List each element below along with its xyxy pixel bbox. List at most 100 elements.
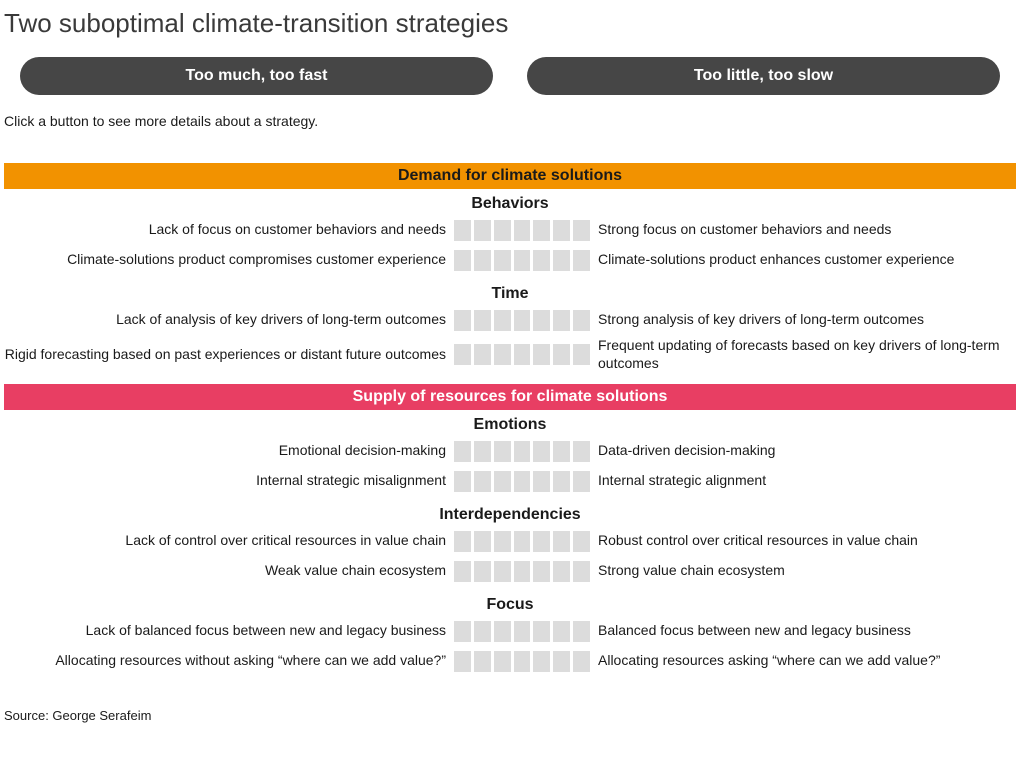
- scale-cell: [474, 651, 491, 672]
- section-bar-supply: Supply of resources for climate solution…: [4, 384, 1016, 410]
- scale-cell: [454, 471, 471, 492]
- scale-cell: [514, 250, 531, 271]
- scale-cell: [494, 250, 511, 271]
- group-block: EmotionsEmotional decision-makingData-dr…: [4, 416, 1016, 494]
- left-label: Internal strategic misalignment: [4, 472, 454, 490]
- scale-cell: [454, 220, 471, 241]
- right-label: Climate-solutions product enhances custo…: [590, 251, 1016, 269]
- left-label: Allocating resources without asking “whe…: [4, 652, 454, 670]
- scale-cell: [533, 471, 550, 492]
- section-bar-demand: Demand for climate solutions: [4, 163, 1016, 189]
- group-heading: Time: [4, 285, 1016, 303]
- scale: [454, 310, 590, 331]
- scale-cell: [454, 561, 471, 582]
- group-heading: Focus: [4, 596, 1016, 614]
- scale: [454, 621, 590, 642]
- right-label: Balanced focus between new and legacy bu…: [590, 622, 1016, 640]
- scale-cell: [514, 310, 531, 331]
- scale-cell: [494, 471, 511, 492]
- scale-cell: [573, 220, 590, 241]
- strategy-buttons: Too much, too fast Too little, too slow: [4, 57, 1016, 95]
- scale-cell: [514, 561, 531, 582]
- scale-cell: [454, 531, 471, 552]
- scale: [454, 220, 590, 241]
- group-block: Focus Lack of balanced focus between new …: [4, 596, 1016, 674]
- comparison-row: Allocating resources without asking “whe…: [4, 648, 1016, 674]
- scale-cell: [553, 621, 570, 642]
- left-label: Weak value chain ecosystem: [4, 562, 454, 580]
- scale-cell: [514, 344, 531, 365]
- right-label: Allocating resources asking “where can w…: [590, 652, 1016, 670]
- group-block: Time Lack of analysis of key drivers of l…: [4, 285, 1016, 372]
- scale: [454, 651, 590, 672]
- group-block: BehaviorsLack of focus on customer behav…: [4, 195, 1016, 273]
- scale-cell: [573, 621, 590, 642]
- scale-cell: [474, 471, 491, 492]
- scale-cell: [474, 220, 491, 241]
- right-label: Robust control over critical resources i…: [590, 532, 1016, 550]
- comparison-row: Lack of control over critical resources …: [4, 528, 1016, 554]
- scale-cell: [454, 441, 471, 462]
- scale-cell: [533, 220, 550, 241]
- scale-cell: [474, 310, 491, 331]
- scale-cell: [494, 441, 511, 462]
- scale-cell: [494, 344, 511, 365]
- scale-cell: [514, 531, 531, 552]
- scale-cell: [514, 471, 531, 492]
- comparison-row: Lack of balanced focus between new and l…: [4, 618, 1016, 644]
- scale-cell: [474, 250, 491, 271]
- page-root: Two suboptimal climate-transition strate…: [0, 0, 1020, 733]
- group-block: Interdependencies Lack of control over cr…: [4, 506, 1016, 584]
- scale-cell: [474, 561, 491, 582]
- sections-container: Demand for climate solutions BehaviorsLac…: [4, 163, 1016, 674]
- left-label: Climate-solutions product compromises cu…: [4, 251, 454, 269]
- comparison-row: Emotional decision-making Data-driven dec…: [4, 438, 1016, 464]
- right-label: Data-driven decision-making: [590, 442, 1016, 460]
- comparison-row: Lack of analysis of key drivers of long-…: [4, 307, 1016, 333]
- scale-cell: [474, 441, 491, 462]
- comparison-row: Climate-solutions product compromises cu…: [4, 247, 1016, 273]
- scale-cell: [454, 621, 471, 642]
- scale-cell: [553, 250, 570, 271]
- scale-cell: [553, 531, 570, 552]
- scale-cell: [553, 651, 570, 672]
- scale-cell: [573, 651, 590, 672]
- scale-cell: [494, 651, 511, 672]
- scale-cell: [553, 441, 570, 462]
- scale-cell: [454, 250, 471, 271]
- scale-cell: [514, 621, 531, 642]
- group-heading: Interdependencies: [4, 506, 1016, 524]
- scale-cell: [573, 531, 590, 552]
- too-little-button[interactable]: Too little, too slow: [527, 57, 1000, 95]
- scale-cell: [494, 310, 511, 331]
- scale: [454, 561, 590, 582]
- comparison-row: Lack of focus on customer behaviors and …: [4, 217, 1016, 243]
- too-much-button[interactable]: Too much, too fast: [20, 57, 493, 95]
- comparison-row: Weak value chain ecosystemStrong value c…: [4, 558, 1016, 584]
- scale-cell: [533, 250, 550, 271]
- page-title: Two suboptimal climate-transition strate…: [4, 8, 1016, 39]
- scale-cell: [573, 471, 590, 492]
- right-label: Strong focus on customer behaviors and n…: [590, 221, 1016, 239]
- comparison-row: Internal strategic misalignmentInternal …: [4, 468, 1016, 494]
- scale-cell: [553, 471, 570, 492]
- scale-cell: [454, 310, 471, 331]
- scale-cell: [494, 561, 511, 582]
- scale-cell: [533, 344, 550, 365]
- scale-cell: [573, 561, 590, 582]
- left-label: Lack of control over critical resources …: [4, 532, 454, 550]
- scale-cell: [533, 310, 550, 331]
- scale: [454, 250, 590, 271]
- comparison-row: Rigid forecasting based on past experien…: [4, 337, 1016, 372]
- scale: [454, 471, 590, 492]
- instruction-text: Click a button to see more details about…: [4, 113, 1016, 129]
- left-label: Lack of focus on customer behaviors and …: [4, 221, 454, 239]
- scale-cell: [553, 344, 570, 365]
- scale-cell: [494, 621, 511, 642]
- scale-cell: [474, 344, 491, 365]
- scale-cell: [454, 344, 471, 365]
- scale-cell: [553, 561, 570, 582]
- right-label: Strong analysis of key drivers of long-t…: [590, 311, 1016, 329]
- left-label: Emotional decision-making: [4, 442, 454, 460]
- scale-cell: [454, 651, 471, 672]
